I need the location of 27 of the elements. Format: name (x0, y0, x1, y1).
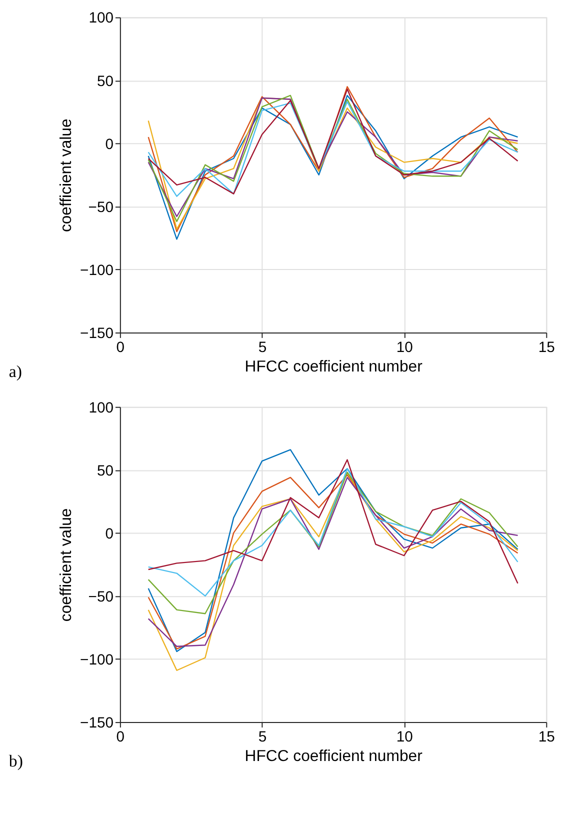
x-tick-label: 10 (396, 340, 413, 356)
y-tick-label: −100 (80, 262, 114, 279)
x-tick-label: 0 (116, 340, 125, 356)
text: b) (8, 752, 23, 771)
x-tick-label: 15 (538, 340, 555, 356)
x-tick-label: 5 (258, 340, 267, 356)
y-tick-label: −50 (88, 200, 114, 216)
y-tick-label: −100 (80, 652, 114, 668)
text: a) (8, 362, 22, 382)
y-tick-label: −150 (80, 326, 114, 342)
y-tick-label: 50 (96, 463, 114, 480)
y-tick-label: −150 (80, 716, 114, 732)
x-tick-label: 15 (538, 729, 555, 746)
y-tick-label: 50 (96, 74, 114, 90)
x-tick-label: 0 (116, 729, 125, 746)
x-axis-title: HFCC coefficient number (244, 748, 424, 766)
y-axis-title: coefficient value (58, 118, 76, 232)
x-tick-label: 10 (396, 729, 413, 746)
y-axis-title: coefficient value (58, 508, 76, 622)
y-tick-label: −50 (88, 589, 114, 606)
y-tick-label: 100 (88, 400, 114, 416)
x-tick-label: 5 (258, 729, 267, 746)
x-axis-title: HFCC coefficient number (244, 358, 424, 376)
y-tick-label: 100 (88, 10, 114, 27)
y-tick-label: 0 (105, 136, 114, 153)
y-tick-label: 0 (105, 526, 114, 542)
line-series (148, 459, 518, 584)
